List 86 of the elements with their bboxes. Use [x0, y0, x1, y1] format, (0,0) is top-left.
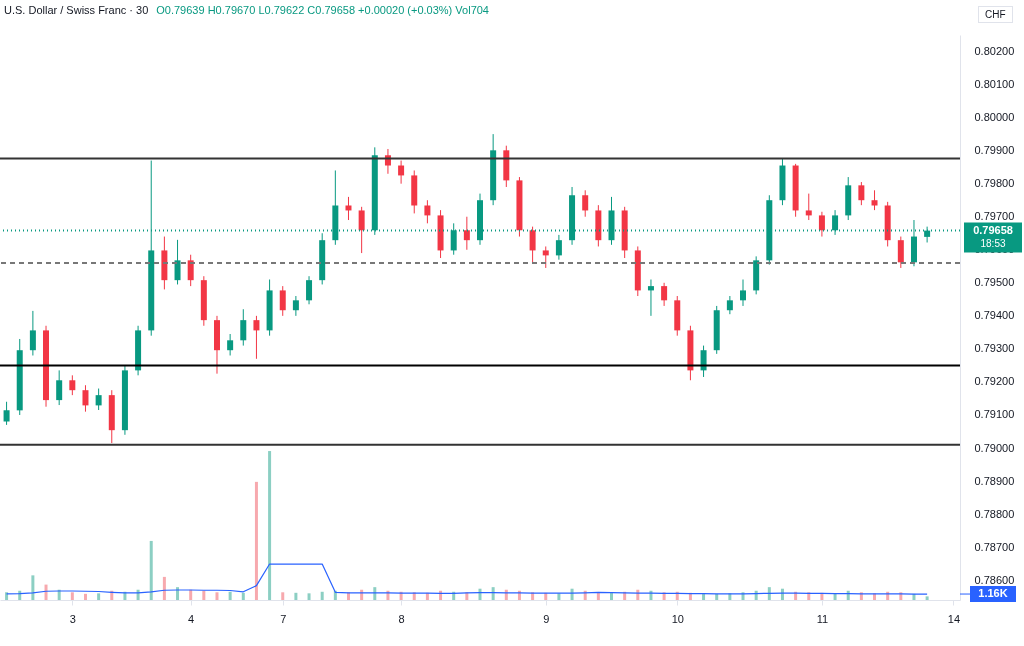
candlestick [398, 160, 405, 185]
bar [925, 596, 929, 600]
candlestick [740, 279, 747, 307]
candlestick [555, 234, 562, 261]
bar [162, 576, 166, 600]
y-tick-label: 0.80100 [974, 78, 1015, 91]
bar [31, 575, 35, 600]
y-tick-label: 0.78800 [974, 507, 1015, 520]
candlestick [95, 388, 102, 411]
candlestick [253, 315, 260, 360]
candlestick [647, 279, 654, 317]
candlestick [29, 310, 36, 356]
x-tick-label: 8 [398, 612, 405, 625]
candlestick [306, 275, 313, 305]
x-tick-label: 10 [671, 612, 684, 625]
bar [767, 587, 771, 600]
y-tick-label: 0.79000 [974, 441, 1015, 454]
candlestick [818, 211, 825, 238]
bar [241, 592, 245, 600]
x-tick-label: 9 [543, 612, 550, 625]
candlestick [871, 189, 878, 211]
y-tick-label: 0.79300 [974, 342, 1015, 355]
bar [202, 590, 206, 600]
y-tick-label: 0.79800 [974, 177, 1015, 190]
candlestick [529, 226, 536, 264]
candlestick [424, 199, 431, 224]
bar [610, 592, 614, 600]
x-tick-label: 7 [280, 612, 287, 625]
bar [373, 587, 377, 600]
y-tick-label: 0.79500 [974, 276, 1015, 289]
candlestick [858, 181, 865, 206]
y-tick-label: 0.79700 [974, 210, 1015, 223]
candlestick [56, 369, 63, 406]
candlestick [279, 285, 286, 317]
y-tick-label: 0.79900 [974, 144, 1015, 157]
y2-tick-label: 1.16K [978, 587, 1008, 600]
chart-title: U.S. Dollar / Swiss Franc · 30 [4, 4, 149, 16]
candlestick [69, 374, 76, 396]
y-axis-title: CHF [978, 6, 1013, 23]
candlestick [187, 254, 194, 287]
candlestick [174, 239, 181, 285]
bar [254, 481, 258, 600]
candlestick [542, 245, 549, 269]
bar [70, 592, 74, 600]
candlestick [897, 236, 904, 269]
candlestick [805, 193, 812, 221]
bar [228, 591, 232, 600]
y-tick-label: 0.80200 [974, 45, 1015, 58]
bar [320, 591, 324, 600]
bar [491, 587, 495, 600]
bar [307, 593, 311, 600]
y-tick-label: 0.78900 [974, 474, 1015, 487]
y-tick-label: 0.79200 [974, 375, 1015, 388]
candlestick [292, 295, 299, 317]
candlestick [726, 295, 733, 315]
candlestick [227, 333, 234, 356]
bar [44, 584, 48, 600]
x-tick-label: 3 [69, 612, 76, 625]
bar [294, 592, 298, 600]
chart-subtitle: O0.79639 H0.79670 L0.79622 C0.79658 +0.00020 (+0.03%) Vol704 [156, 4, 489, 16]
candlestick [463, 216, 470, 251]
y-tick-label: 0.78700 [974, 540, 1015, 553]
bar [5, 592, 9, 600]
x-tick-label: 4 [188, 612, 195, 625]
candlestick [3, 401, 10, 426]
candlestick [240, 308, 247, 347]
y-tick-label: 0.79100 [974, 408, 1015, 421]
bar [268, 451, 272, 600]
bar [215, 592, 219, 600]
x-tick-label: 14 [947, 612, 961, 625]
candlestick [358, 206, 365, 254]
ref-line-label: 0.79658 [973, 223, 1013, 236]
candlestick [582, 189, 589, 218]
y-tick-label: 0.78600 [974, 573, 1015, 586]
bar [149, 540, 153, 600]
candlestick [345, 196, 352, 221]
bar [97, 593, 101, 600]
candlestick [661, 282, 668, 307]
candlestick [82, 384, 89, 413]
bar [281, 592, 285, 600]
y-tick-label: 0.79400 [974, 309, 1015, 322]
x-tick-label: 11 [816, 612, 829, 625]
bar [715, 593, 719, 600]
text: 18:53 [980, 237, 1006, 249]
y-tick-label: 0.80000 [974, 111, 1015, 124]
bar [83, 593, 87, 600]
